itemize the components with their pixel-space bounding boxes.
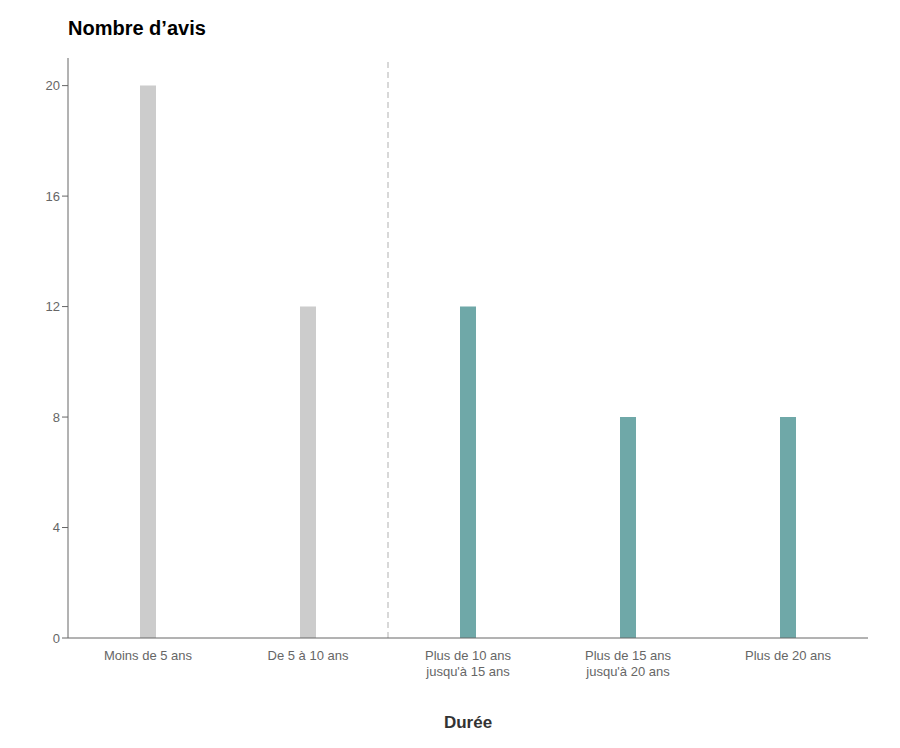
svg-text:0: 0 [53, 631, 60, 646]
svg-text:Plus de 15 ansjusqu'à 20 ans: Plus de 15 ansjusqu'à 20 ans [585, 648, 672, 679]
svg-text:Plus de 20 ans: Plus de 20 ans [745, 648, 832, 663]
svg-text:4: 4 [53, 520, 60, 535]
svg-text:Moins de 5 ans: Moins de 5 ans [104, 648, 193, 663]
svg-text:De 5 à 10 ans: De 5 à 10 ans [268, 648, 349, 663]
svg-text:Durée: Durée [444, 713, 492, 732]
html-text:Nombre d’avis: Nombre d’avis [68, 17, 206, 39]
svg-text:12: 12 [46, 299, 60, 314]
svg-text:Plus de 10 ansjusqu'à 15 ans: Plus de 10 ansjusqu'à 15 ans [425, 648, 512, 679]
svg-text:20: 20 [46, 78, 60, 93]
svg-text:16: 16 [46, 189, 60, 204]
svg-text:8: 8 [53, 410, 60, 425]
